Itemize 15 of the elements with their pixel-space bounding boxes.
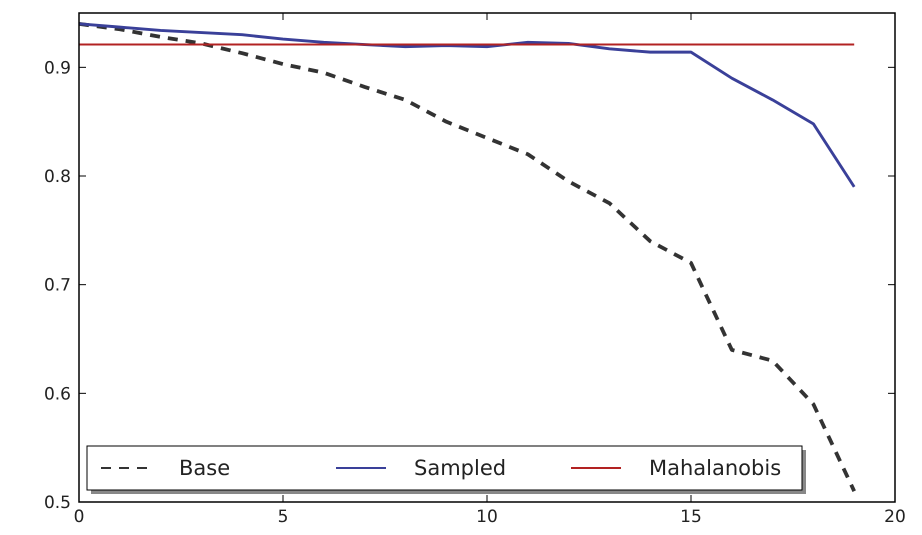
y-tick-label: 0.6 bbox=[44, 384, 71, 404]
legend-label: Sampled bbox=[414, 456, 506, 480]
line-series bbox=[78, 22, 856, 188]
x-tick-label: 10 bbox=[476, 507, 498, 527]
legend-label: Mahalanobis bbox=[649, 456, 782, 480]
y-tick-label: 0.5 bbox=[44, 493, 71, 513]
y-tick-label: 0.9 bbox=[44, 58, 71, 78]
x-tick-label: 20 bbox=[884, 507, 906, 527]
line-series bbox=[77, 22, 856, 494]
x-tick-label: 15 bbox=[680, 507, 702, 527]
y-tick-label: 0.7 bbox=[44, 276, 71, 296]
legend-label: Base bbox=[179, 456, 230, 480]
x-tick-label: 0 bbox=[74, 507, 84, 527]
x-tick-label: 5 bbox=[278, 507, 288, 527]
y-tick-label: 0.8 bbox=[44, 167, 71, 187]
